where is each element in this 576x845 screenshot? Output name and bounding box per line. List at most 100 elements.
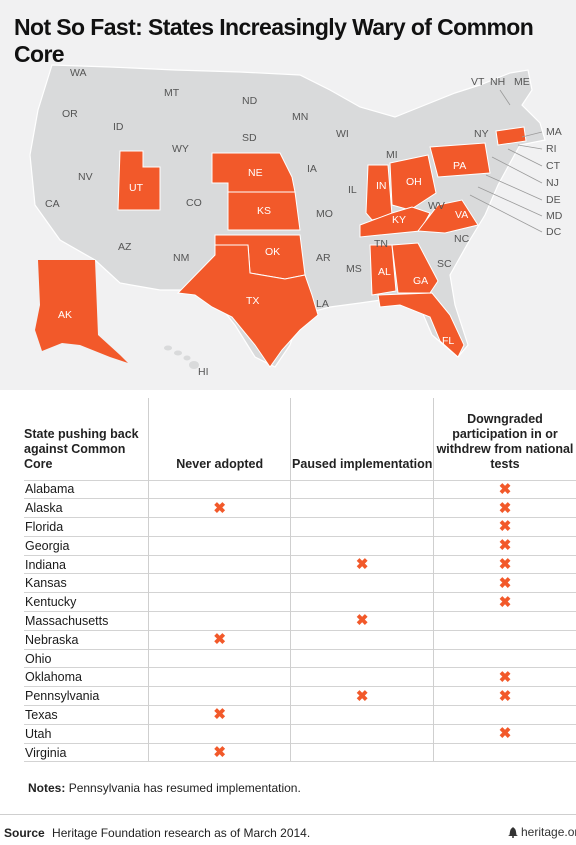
state-name: Indiana — [24, 554, 149, 574]
state-name: Kansas — [24, 573, 149, 593]
cell-paused — [290, 648, 434, 668]
cell-paused: ✖ — [290, 554, 434, 574]
cell-never-adopted — [147, 686, 291, 706]
state-shape-tx — [176, 244, 319, 368]
cell-downgraded — [432, 648, 576, 668]
map-label-dc: DC — [546, 226, 562, 238]
state-shape-in — [365, 164, 393, 221]
state-shape-pa — [429, 142, 491, 178]
map-label-mi: MI — [386, 149, 398, 161]
cell-downgraded: ✖ — [432, 479, 576, 499]
map-label-nm: NM — [173, 252, 189, 264]
table-row: Alabama ✖ — [24, 479, 576, 499]
cell-paused: ✖ — [290, 686, 434, 706]
source-text: Heritage Foundation research as of March… — [52, 826, 311, 840]
map-label-de: DE — [546, 194, 561, 206]
notes-text: Pennsylvania has resumed implementation. — [68, 781, 301, 795]
cell-paused — [290, 705, 434, 725]
cell-paused — [290, 742, 434, 763]
x-mark-icon: ✖ — [498, 593, 512, 611]
table-row: Kentucky ✖ — [24, 592, 576, 612]
notes-label: Notes: — [28, 781, 66, 795]
cell-paused — [290, 517, 434, 537]
x-mark-icon: ✖ — [498, 574, 512, 592]
map-label-sd: SD — [242, 132, 257, 144]
liberty-bell-icon — [508, 826, 518, 838]
cell-downgraded: ✖ — [432, 498, 576, 518]
cell-never-adopted — [147, 573, 291, 593]
map-label-ne: NE — [248, 167, 263, 179]
chart-title: Not So Fast: States Increasingly Wary of… — [14, 14, 534, 67]
map-label-pa: PA — [453, 160, 466, 172]
table-body: Alabama ✖ Alaska ✖ ✖ Florida ✖ Georgia ✖ Indiana ✖… — [24, 479, 576, 763]
x-mark-icon: ✖ — [355, 687, 369, 705]
state-shape-va — [417, 199, 479, 234]
map-label-ma: MA — [546, 126, 562, 138]
state-name: Oklahoma — [24, 667, 149, 687]
cell-downgraded — [432, 705, 576, 725]
notes: Notes: Pennsylvania has resumed implemen… — [28, 781, 301, 795]
map-label-ri: RI — [546, 143, 557, 155]
cell-downgraded — [432, 611, 576, 631]
column-header-never-adopted: Never adopted — [147, 398, 291, 480]
column-header-paused: Paused implementation — [290, 398, 434, 480]
map-label-la: LA — [316, 298, 329, 310]
map-label-wi: WI — [336, 128, 349, 140]
cell-paused — [290, 498, 434, 518]
table-row: Kansas ✖ — [24, 573, 576, 593]
map-label-ar: AR — [316, 252, 331, 264]
state-shape-al — [369, 244, 397, 296]
x-mark-icon: ✖ — [498, 480, 512, 498]
table-row: Virginia ✖ — [24, 742, 576, 763]
cell-downgraded: ✖ — [432, 573, 576, 593]
cell-never-adopted — [147, 517, 291, 537]
state-shape-ga — [391, 242, 439, 294]
map-label-co: CO — [186, 197, 202, 209]
x-mark-icon: ✖ — [355, 556, 369, 574]
x-mark-icon: ✖ — [213, 499, 226, 517]
map-label-in: IN — [376, 180, 387, 192]
footer-divider — [0, 814, 576, 815]
map-label-nh: NH — [490, 76, 505, 88]
map-label-va: VA — [455, 209, 468, 221]
table-row: Indiana ✖ ✖ — [24, 554, 576, 574]
cell-downgraded: ✖ — [432, 535, 576, 556]
map-label-ut: UT — [129, 182, 144, 194]
cell-paused — [290, 479, 434, 499]
map-label-il: IL — [348, 184, 357, 196]
cell-never-adopted: ✖ — [147, 705, 291, 725]
map-label-tn: TN — [374, 238, 388, 250]
state-table: State pushing back against Common Core N… — [24, 398, 576, 763]
cell-never-adopted — [147, 611, 291, 631]
x-mark-icon: ✖ — [498, 668, 512, 686]
state-name: Virginia — [24, 742, 149, 763]
map-label-ia: IA — [307, 163, 317, 175]
map-label-or: OR — [62, 108, 78, 120]
cell-paused — [290, 723, 434, 744]
x-mark-icon: ✖ — [213, 744, 226, 762]
column-header-state: State pushing back against Common Core — [24, 426, 139, 471]
cell-never-adopted — [147, 592, 291, 612]
map-leader-lines — [469, 89, 543, 233]
cell-never-adopted — [147, 535, 291, 556]
source-label: Source — [4, 826, 45, 840]
state-shape-fl — [377, 292, 465, 358]
x-mark-icon: ✖ — [498, 518, 512, 536]
cell-never-adopted — [147, 667, 291, 687]
cell-paused — [290, 535, 434, 556]
table-row: Utah ✖ — [24, 723, 576, 744]
brand-text: heritage.org — [521, 825, 576, 839]
state-name: Ohio — [24, 648, 149, 668]
x-mark-icon: ✖ — [355, 612, 369, 630]
state-name: Florida — [24, 517, 149, 537]
map-label-ok: OK — [265, 246, 280, 258]
map-label-nd: ND — [242, 95, 258, 107]
cell-downgraded: ✖ — [432, 554, 576, 574]
cell-paused — [290, 592, 434, 612]
cell-downgraded: ✖ — [432, 592, 576, 612]
map-label-oh: OH — [406, 176, 422, 188]
map-label-ks: KS — [257, 205, 271, 217]
state-name: Utah — [24, 723, 149, 744]
map-label-id: ID — [113, 121, 124, 133]
cell-paused — [290, 667, 434, 687]
